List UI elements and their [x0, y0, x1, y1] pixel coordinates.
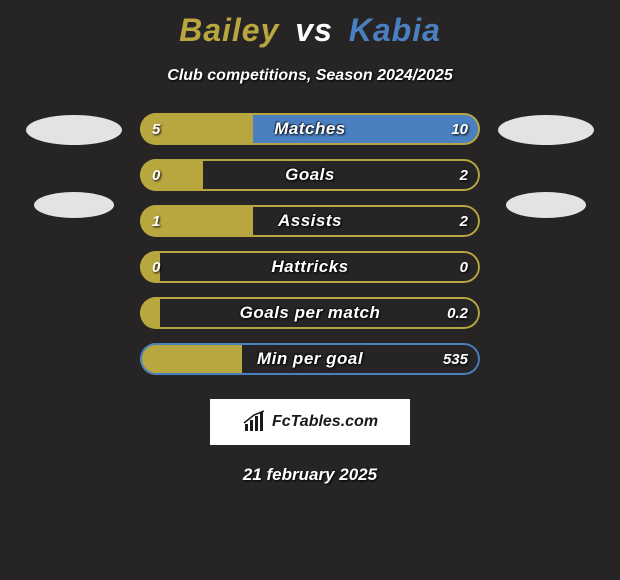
stat-bar: 00Hattricks — [140, 251, 480, 283]
stat-bar: 0.2Goals per match — [140, 297, 480, 329]
subtitle-text: Club competitions, Season 2024/2025 — [0, 67, 620, 85]
chart-icon — [242, 410, 266, 434]
stat-label: Assists — [140, 205, 480, 237]
stat-label: Matches — [140, 113, 480, 145]
right-ellipse-column — [498, 113, 594, 218]
brand-text: FcTables.com — [272, 413, 378, 431]
stat-bar: 535Min per goal — [140, 343, 480, 375]
stat-bar: 12Assists — [140, 205, 480, 237]
player2-name: Kabia — [349, 12, 441, 48]
left-ellipse-top — [26, 115, 122, 145]
stat-label: Min per goal — [140, 343, 480, 375]
stat-label: Hattricks — [140, 251, 480, 283]
right-ellipse-bottom — [506, 192, 586, 218]
left-ellipse-bottom — [34, 192, 114, 218]
stats-area: 510Matches 02Goals 12Assists 00Hattricks 0.2… — [0, 113, 620, 375]
vs-text: vs — [295, 12, 333, 48]
footer-date: 21 february 2025 — [0, 465, 620, 485]
stat-bar: 02Goals — [140, 159, 480, 191]
stat-bars-container: 510Matches 02Goals 12Assists 00Hattricks 0.2… — [140, 113, 480, 375]
stat-bar: 510Matches — [140, 113, 480, 145]
comparison-title: Bailey vs Kabia — [0, 0, 620, 49]
player1-name: Bailey — [179, 12, 279, 48]
right-ellipse-top — [498, 115, 594, 145]
left-ellipse-column — [26, 113, 122, 218]
brand-badge: FcTables.com — [210, 399, 410, 445]
stat-label: Goals per match — [140, 297, 480, 329]
stat-label: Goals — [140, 159, 480, 191]
